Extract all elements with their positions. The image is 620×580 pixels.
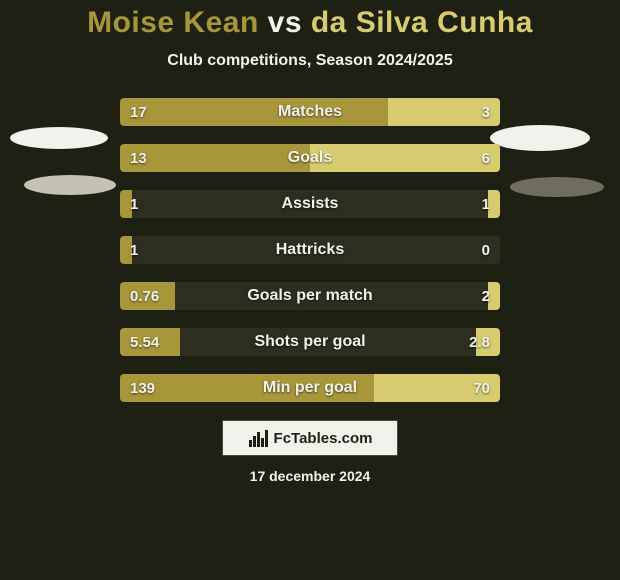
decorative-ellipse [510, 177, 604, 197]
stat-value-left: 17 [130, 98, 147, 126]
stat-label: Hattricks [120, 236, 500, 264]
subtitle: Club competitions, Season 2024/2025 [0, 52, 620, 70]
decorative-ellipse [10, 127, 108, 149]
stat-row: Hattricks1 0 [120, 236, 500, 264]
stat-label: Shots per goal [120, 328, 500, 356]
stat-value-right: 1 [482, 190, 490, 218]
logo-text: FcTables.com [274, 430, 373, 447]
stat-row: Goals13 6 [120, 144, 500, 172]
player-left-name: Moise Kean [87, 6, 259, 39]
title-vs: vs [259, 6, 311, 39]
stat-label: Matches [120, 98, 500, 126]
stat-value-right: 3 [482, 98, 490, 126]
stat-value-left: 1 [130, 236, 138, 264]
decorative-ellipse [24, 175, 116, 195]
date-label: 17 december 2024 [0, 468, 620, 484]
page-title: Moise Kean vs da Silva Cunha [0, 6, 620, 40]
stat-label: Goals per match [120, 282, 500, 310]
stat-row: Assists1 1 [120, 190, 500, 218]
stat-value-right: 6 [482, 144, 490, 172]
stat-row: Goals per match0.76 2 [120, 282, 500, 310]
comparison-infographic: Moise Kean vs da Silva Cunha Club compet… [0, 0, 620, 580]
logo-box: FcTables.com [222, 420, 398, 456]
stat-label: Assists [120, 190, 500, 218]
stat-row: Shots per goal5.54 2.8 [120, 328, 500, 356]
stat-value-left: 139 [130, 374, 155, 402]
stat-value-left: 0.76 [130, 282, 159, 310]
player-right-name: da Silva Cunha [311, 6, 533, 39]
stat-label: Goals [120, 144, 500, 172]
stat-value-right: 0 [482, 236, 490, 264]
bar-chart-icon [248, 428, 268, 448]
stat-row: Min per goal139 70 [120, 374, 500, 402]
stat-value-left: 1 [130, 190, 138, 218]
stat-label: Min per goal [120, 374, 500, 402]
stat-value-right: 70 [473, 374, 490, 402]
stat-value-right: 2.8 [469, 328, 490, 356]
stat-value-left: 5.54 [130, 328, 159, 356]
stat-value-right: 2 [482, 282, 490, 310]
decorative-ellipse [490, 125, 590, 151]
stat-row: Matches17 3 [120, 98, 500, 126]
stat-value-left: 13 [130, 144, 147, 172]
stat-bars: Matches173Goals136Assists11Hattricks10Go… [120, 98, 500, 402]
